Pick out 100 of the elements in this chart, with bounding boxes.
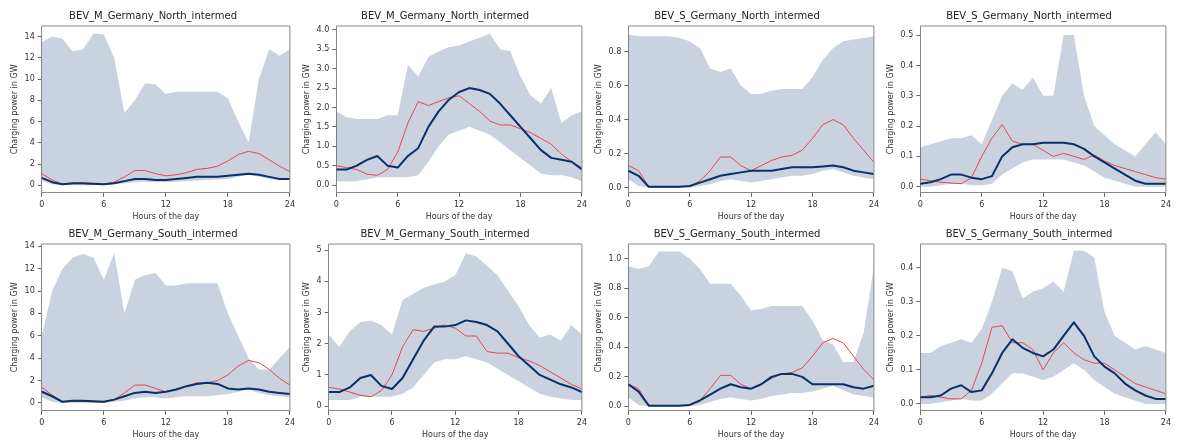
chart-title: BEV_S_Germany_North_intermed <box>654 9 820 22</box>
x-tick-label: 18 <box>807 199 818 209</box>
x-tick-label: 24 <box>868 417 879 427</box>
y-axis-title: Charging power in GW <box>885 282 895 373</box>
x-tick-label: 0 <box>39 199 45 209</box>
y-tick-label: 2.5 <box>316 83 330 93</box>
y-tick-label: 0.0 <box>608 401 622 411</box>
x-axis-title: Hours of the day <box>717 430 785 440</box>
y-tick-label: 0 <box>29 398 35 408</box>
x-tick-label: 0 <box>625 417 631 427</box>
chart-title: BEV_M_Germany_South_intermed <box>68 227 238 240</box>
x-tick-label: 12 <box>454 199 465 209</box>
y-tick-label: 0.8 <box>608 283 622 293</box>
y-axis-title: Charging power in GW <box>885 64 895 155</box>
y-tick-label: 5 <box>316 245 322 255</box>
y-tick-label: 0.0 <box>316 180 330 190</box>
x-tick-label: 0 <box>333 199 339 209</box>
y-tick-label: 3.5 <box>316 44 330 54</box>
x-tick-label: 18 <box>222 199 233 209</box>
y-tick-label: 0 <box>316 401 322 411</box>
y-tick-label: 3.0 <box>316 63 330 73</box>
y-tick-label: 14 <box>24 31 35 41</box>
x-tick-label: 18 <box>1099 199 1110 209</box>
y-tick-label: 0.5 <box>900 30 914 40</box>
y-tick-label: 0.4 <box>900 262 914 272</box>
y-axis-title: Charging power in GW <box>9 282 19 373</box>
x-tick-label: 0 <box>917 199 923 209</box>
y-tick-label: 0.2 <box>608 371 622 381</box>
x-tick-label: 6 <box>389 417 395 427</box>
x-axis-title: Hours of the day <box>132 430 200 440</box>
y-tick-label: 3 <box>316 307 322 317</box>
x-tick-label: 6 <box>687 417 693 427</box>
x-tick-label: 12 <box>1038 417 1049 427</box>
y-tick-label: 2 <box>29 159 35 169</box>
y-tick-label: 1.0 <box>316 141 330 151</box>
x-tick-label: 0 <box>917 417 923 427</box>
x-tick-label: 24 <box>576 417 587 427</box>
y-tick-label: 2.0 <box>316 102 330 112</box>
x-tick-label: 6 <box>687 199 693 209</box>
y-tick-label: 0.6 <box>608 80 622 90</box>
y-tick-label: 0 <box>29 180 35 190</box>
y-tick-label: 1 <box>316 370 322 380</box>
x-tick-label: 0 <box>39 417 45 427</box>
y-tick-label: 4.0 <box>316 24 330 34</box>
y-axis-title: Charging power in GW <box>301 282 311 373</box>
x-tick-label: 24 <box>576 199 587 209</box>
x-tick-label: 18 <box>807 417 818 427</box>
y-tick-label: 0.2 <box>608 148 622 158</box>
y-tick-label: 0.6 <box>608 312 622 322</box>
x-axis-title: Hours of the day <box>1009 212 1077 222</box>
y-tick-label: 0.2 <box>900 330 914 340</box>
y-axis-title: Charging power in GW <box>593 282 603 373</box>
y-tick-label: 4 <box>316 276 322 286</box>
y-tick-label: 12 <box>24 263 35 273</box>
y-tick-label: 6 <box>29 330 35 340</box>
y-tick-label: 0.1 <box>900 365 914 375</box>
x-tick-label: 24 <box>1160 417 1171 427</box>
chart-title: BEV_M_Germany_North_intermed <box>361 9 529 22</box>
y-tick-label: 10 <box>24 286 35 296</box>
y-tick-label: 12 <box>24 52 35 62</box>
x-tick-label: 18 <box>1099 417 1110 427</box>
y-tick-label: 14 <box>24 241 35 251</box>
y-tick-label: 0.0 <box>900 399 914 409</box>
y-tick-label: 0.0 <box>900 181 914 191</box>
y-tick-label: 0.1 <box>900 151 914 161</box>
y-tick-label: 2 <box>29 375 35 385</box>
y-tick-label: 0.0 <box>608 182 622 192</box>
x-tick-label: 12 <box>746 417 757 427</box>
x-tick-label: 6 <box>395 199 401 209</box>
chart-title: BEV_M_Germany_South_intermed <box>360 227 530 240</box>
chart-title: BEV_M_Germany_North_intermed <box>69 9 237 22</box>
x-tick-label: 6 <box>101 199 107 209</box>
x-tick-label: 18 <box>515 199 526 209</box>
chart-title: BEV_S_Germany_South_intermed <box>653 227 821 240</box>
x-tick-label: 24 <box>868 199 879 209</box>
x-tick-label: 12 <box>160 199 171 209</box>
x-tick-label: 18 <box>222 417 233 427</box>
y-tick-label: 4 <box>29 137 35 147</box>
x-tick-label: 0 <box>625 199 631 209</box>
x-tick-label: 12 <box>746 199 757 209</box>
y-tick-label: 0.8 <box>608 46 622 56</box>
x-axis-title: Hours of the day <box>1009 430 1077 440</box>
y-tick-label: 4 <box>29 353 35 363</box>
y-tick-label: 1.5 <box>316 121 330 131</box>
x-tick-label: 24 <box>284 417 295 427</box>
x-tick-label: 24 <box>1160 199 1171 209</box>
y-tick-label: 8 <box>29 308 35 318</box>
y-tick-label: 6 <box>29 116 35 126</box>
x-tick-label: 12 <box>160 417 171 427</box>
y-tick-label: 0.4 <box>900 60 914 70</box>
y-tick-label: 0.2 <box>900 121 914 131</box>
y-axis-title: Charging power in GW <box>9 64 19 155</box>
x-tick-label: 6 <box>979 417 985 427</box>
y-tick-label: 8 <box>29 95 35 105</box>
y-tick-label: 0.4 <box>608 342 622 352</box>
x-axis-title: Hours of the day <box>717 212 785 222</box>
chart-title: BEV_S_Germany_North_intermed <box>946 9 1112 22</box>
y-tick-label: 0.4 <box>608 114 622 124</box>
x-axis-title: Hours of the day <box>132 212 200 222</box>
x-tick-label: 18 <box>513 417 524 427</box>
